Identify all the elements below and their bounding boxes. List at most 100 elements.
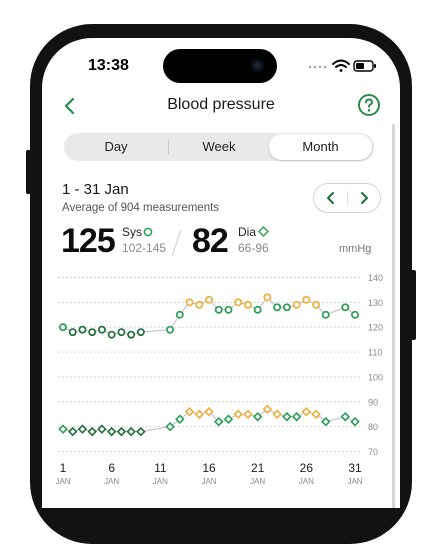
diastolic-point <box>116 426 127 437</box>
y-tick-label: 90 <box>368 397 378 407</box>
status-icons <box>308 59 376 72</box>
systolic-point <box>273 303 282 312</box>
diastolic-point <box>165 421 175 432</box>
diastolic-point <box>214 416 224 427</box>
diastolic-point <box>291 411 302 422</box>
systolic-point <box>224 305 233 314</box>
tab-month[interactable]: Month <box>269 134 372 160</box>
period-pager <box>313 183 381 213</box>
tab-day[interactable]: Day <box>104 139 128 154</box>
scrollbar[interactable] <box>392 124 395 508</box>
systolic-point <box>88 328 97 337</box>
systolic-point <box>253 305 262 314</box>
x-tick-label: 16 <box>202 461 216 475</box>
diastolic-point <box>233 409 243 419</box>
systolic-point <box>351 310 359 319</box>
pager-divider <box>347 191 348 205</box>
systolic-point <box>341 303 350 312</box>
systolic-point <box>117 328 126 337</box>
x-tick-label: 21 <box>251 461 265 475</box>
page-title: Blood pressure <box>167 96 275 113</box>
back-chevron-icon[interactable] <box>60 94 80 118</box>
diastolic-point <box>262 404 273 414</box>
systolic-point <box>59 323 67 332</box>
systolic-point <box>321 310 330 319</box>
side-button-right <box>411 270 416 340</box>
series-line <box>62 296 356 336</box>
systolic-point <box>312 300 321 309</box>
x-tick-month: JAN <box>153 477 168 486</box>
systolic-point <box>185 298 194 307</box>
diastolic-point <box>272 409 282 419</box>
diastolic-point <box>204 407 214 417</box>
diastolic-point <box>58 424 68 434</box>
average-caption: Average of 904 measurements <box>62 202 220 214</box>
diastolic-point <box>252 411 263 422</box>
x-tick-label: 26 <box>300 461 314 475</box>
x-tick-label: 6 <box>108 461 115 475</box>
diastolic-value: 82 <box>192 222 229 260</box>
x-tick-label: 11 <box>154 461 167 475</box>
diastolic-point <box>194 409 204 419</box>
x-tick-label: 1 <box>60 461 67 475</box>
systolic-value: 125 <box>61 222 116 260</box>
diastolic-point <box>340 411 350 422</box>
systolic-point <box>97 325 106 334</box>
diastolic-diamond-icon <box>258 226 269 237</box>
diastolic-point <box>126 426 136 437</box>
x-tick-month: JAN <box>55 477 70 486</box>
y-tick-label: 120 <box>368 323 383 333</box>
side-button-left <box>26 150 31 194</box>
help-icon[interactable] <box>357 93 381 117</box>
diastolic-point <box>223 414 234 424</box>
app-screen: 13:38 Blood pressure Day Week Month 1 - … <box>42 38 400 508</box>
systolic-point <box>243 300 252 309</box>
systolic-point <box>263 293 272 302</box>
x-tick-month: JAN <box>347 477 362 486</box>
systolic-point <box>166 325 175 334</box>
x-tick-label: 31 <box>348 461 362 475</box>
period-segmented-control: Day Week Month <box>64 133 374 161</box>
date-range: 1 - 31 Jan <box>62 181 129 198</box>
x-tick-month: JAN <box>104 477 119 486</box>
previous-period-button[interactable] <box>314 184 347 212</box>
systolic-circle-icon <box>143 227 153 237</box>
diastolic-point <box>301 407 312 417</box>
y-tick-label: 140 <box>368 273 383 283</box>
diastolic-label: Dia <box>238 225 257 239</box>
systolic-point <box>78 325 87 334</box>
systolic-point <box>214 305 223 314</box>
diastolic-point <box>136 426 146 437</box>
systolic-point <box>195 300 204 309</box>
diastolic-point <box>175 414 185 424</box>
systolic-label: Sys <box>122 225 143 239</box>
diastolic-point <box>87 426 97 437</box>
y-tick-label: 110 <box>368 348 382 358</box>
diastolic-point <box>311 409 321 419</box>
battery-icon <box>353 60 376 72</box>
diastolic-point <box>97 424 107 434</box>
systolic-point <box>136 328 145 337</box>
x-tick-month: JAN <box>250 477 265 486</box>
next-period-button[interactable] <box>348 184 381 212</box>
wifi-icon <box>332 59 350 72</box>
diastolic-range: 66-96 <box>238 241 269 255</box>
y-tick-label: 130 <box>368 298 383 308</box>
systolic-point <box>282 303 291 312</box>
diastolic-point <box>77 424 88 434</box>
diastolic-point <box>68 426 78 437</box>
diastolic-point <box>282 411 292 422</box>
systolic-point <box>68 328 77 337</box>
diastolic-point <box>321 416 331 427</box>
systolic-point <box>205 295 213 304</box>
systolic-point <box>302 295 311 304</box>
diastolic-point <box>243 409 253 419</box>
unit-label: mmHg <box>339 243 372 255</box>
systolic-range: 102-145 <box>122 241 167 255</box>
systolic-point <box>234 298 243 307</box>
blood-pressure-chart: 140 130 120 110 100 90 80 70 1 JAN 6 JAN 11 JAN 16 JAN 2… <box>55 273 383 486</box>
y-tick-label: 100 <box>368 372 383 382</box>
systolic-point <box>175 310 184 319</box>
camera-icon <box>251 59 264 72</box>
tab-week[interactable]: Week <box>202 139 236 154</box>
